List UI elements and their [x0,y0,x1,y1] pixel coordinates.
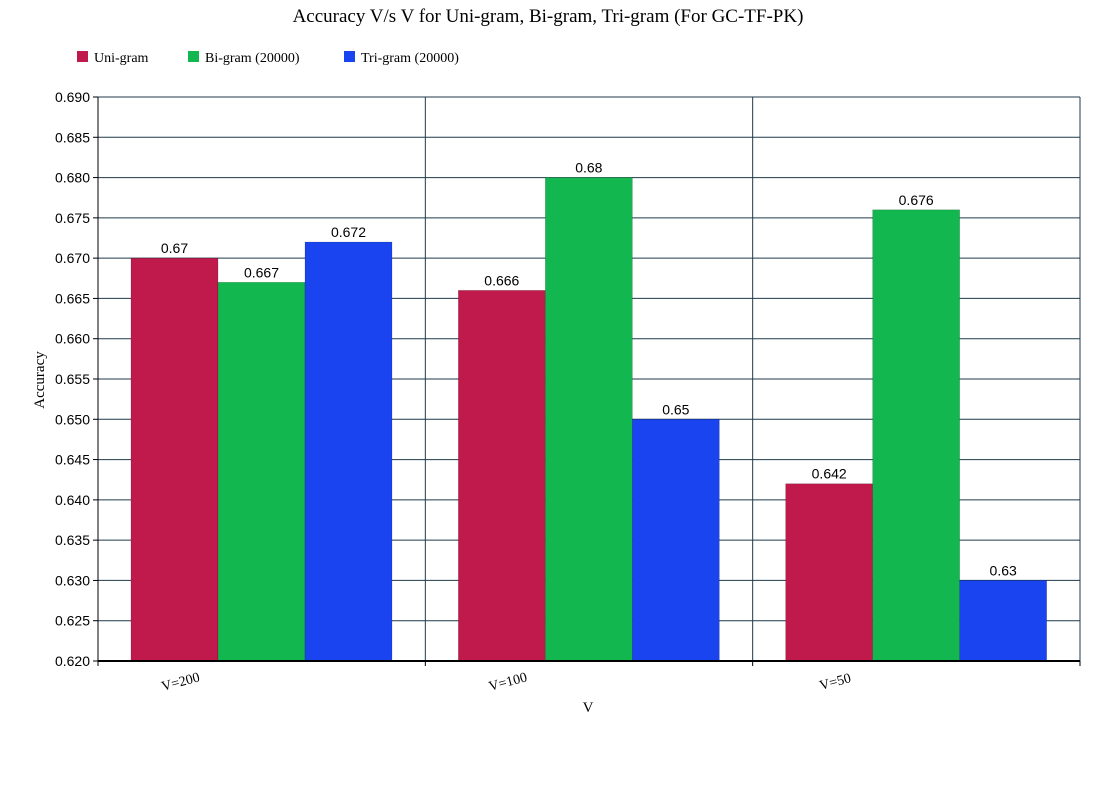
x-tick-label: V=50 [818,671,853,694]
data-labels: 0.67 0.666 0.642 0.667 0.68 0.676 0.672 0.65 0.6… [161,160,1017,579]
y-tick-label: 0.620 [55,653,90,669]
y-tick-label: 0.655 [55,371,90,387]
x-tick-labels: V=200 V=100 V=50 [160,670,853,695]
y-axis-label: Accuracy [32,351,48,409]
axes [93,96,1081,666]
y-tick-labels: 0.620 0.625 0.630 0.635 0.640 0.645 0.650 0.655… [55,89,90,669]
y-tick-label: 0.670 [55,250,90,266]
bar-uni-gram-0 [130,257,219,662]
y-tick-label: 0.685 [55,129,90,145]
legend-swatch [77,51,88,62]
data-label: 0.67 [161,240,188,256]
bar-tri-gram-20000-0 [304,241,393,662]
legend: Uni-gram Bi-gram (20000) Tri-gram (20000) [77,51,459,66]
bar-bi-gram-20000-0 [217,282,306,662]
y-tick-label: 0.640 [55,492,90,508]
data-label: 0.672 [331,224,366,240]
data-label: 0.666 [484,272,519,288]
data-label: 0.65 [662,401,689,417]
y-tick-label: 0.680 [55,170,90,186]
y-tick-label: 0.635 [55,532,90,548]
legend-swatch [344,51,355,62]
bar-tri-gram-20000-2 [959,580,1047,662]
x-axis-label: V [583,700,594,716]
y-tick-label: 0.690 [55,89,90,105]
y-tick-label: 0.660 [55,331,90,347]
legend-label: Tri-gram (20000) [361,51,459,66]
legend-label: Bi-gram (20000) [205,51,300,66]
bar-bi-gram-20000-2 [872,209,960,662]
data-label: 0.676 [899,192,934,208]
y-tick-label: 0.650 [55,411,90,427]
data-label: 0.642 [812,466,847,482]
bar-uni-gram-2 [785,483,873,662]
chart-title: Accuracy V/s V for Uni-gram, Bi-gram, Tr… [293,6,804,27]
legend-swatch [188,51,199,62]
bar-bi-gram-20000-1 [545,177,633,662]
data-label: 0.68 [575,160,602,176]
y-tick-label: 0.630 [55,572,90,588]
legend-label: Uni-gram [94,51,149,66]
y-tick-label: 0.645 [55,452,90,468]
bar-tri-gram-20000-1 [632,418,720,662]
x-tick-label: V=200 [160,670,202,695]
bars [130,177,1047,662]
y-tick-label: 0.625 [55,613,90,629]
bar-uni-gram-1 [458,290,546,662]
data-label: 0.667 [244,264,279,280]
data-label: 0.63 [990,562,1017,578]
x-tick-label: V=100 [487,670,529,695]
y-tick-label: 0.665 [55,290,90,306]
y-tick-label: 0.675 [55,210,90,226]
